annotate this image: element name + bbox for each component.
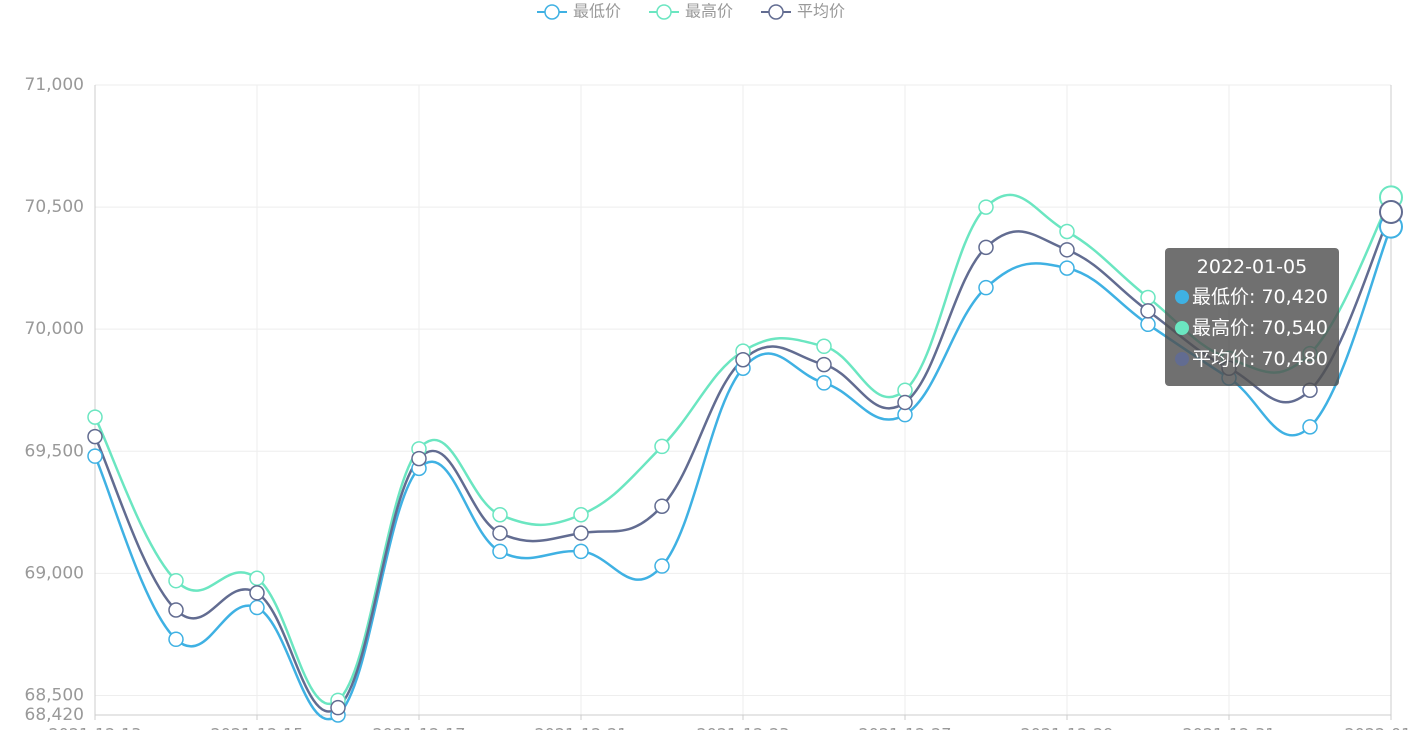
- data-point: [249, 570, 265, 587]
- tooltip-title: 2022-01-05: [1196, 256, 1308, 278]
- data-point: [492, 507, 508, 523]
- legend-marker: [544, 4, 560, 20]
- y-tick-label: 69,500: [25, 441, 84, 461]
- data-point: [654, 438, 670, 455]
- legend-label: 平均价: [797, 2, 845, 21]
- data-point: [735, 351, 751, 368]
- data-point: [168, 631, 184, 648]
- data-point: [87, 428, 103, 445]
- data-point: [87, 448, 103, 464]
- legend-marker: [768, 4, 784, 20]
- data-point: [816, 356, 832, 373]
- data-point: [1140, 289, 1156, 306]
- series-line: [93, 193, 1393, 705]
- y-tick-label: 69,000: [25, 563, 84, 583]
- tooltip-value: 70,480: [1261, 348, 1328, 370]
- tooltip-dot: [1175, 321, 1189, 335]
- y-tick-label: 70,000: [25, 319, 84, 339]
- data-point: [168, 602, 184, 618]
- data-point: [1059, 260, 1075, 276]
- tooltip-row: 平均价: 70,480: [1175, 344, 1339, 375]
- data-point: [897, 394, 913, 411]
- data-point: [492, 525, 508, 541]
- y-tick-label: 70,500: [25, 197, 84, 217]
- data-point: [978, 239, 994, 256]
- data-point: [654, 558, 670, 574]
- y-tick-label: 68,500: [25, 685, 84, 705]
- tooltip-value: 70,420: [1261, 286, 1328, 308]
- legend-marker: [656, 4, 672, 20]
- x-tick-label: 2021-12-31: [1183, 725, 1276, 730]
- data-point: [87, 409, 103, 425]
- data-point: [1302, 419, 1318, 435]
- data-point: [1140, 303, 1156, 319]
- x-tick-label: 2021-12-15: [211, 725, 304, 730]
- data-point: [1379, 199, 1403, 224]
- tooltip-dot: [1175, 290, 1189, 304]
- x-tick-label: 2021-12-27: [859, 725, 952, 730]
- x-tick-label: 2021-12-21: [535, 725, 628, 730]
- tooltip-value: 70,540: [1261, 317, 1328, 339]
- data-point: [816, 338, 832, 355]
- data-point: [573, 507, 589, 523]
- tooltip-series-name: 最高价: [1192, 317, 1250, 339]
- data-point: [1059, 242, 1075, 258]
- data-point: [1140, 316, 1156, 333]
- tooltip-dot: [1175, 352, 1189, 366]
- legend-label: 最高价: [685, 2, 733, 21]
- y-tick-label: 71,000: [25, 75, 84, 95]
- data-point: [249, 599, 265, 616]
- data-point: [816, 375, 832, 391]
- x-tick-label: 2021-12-29: [1021, 725, 1114, 730]
- data-point: [654, 498, 670, 514]
- tooltip-series-name: 最低价: [1192, 286, 1250, 308]
- data-point: [978, 279, 994, 296]
- data-point: [168, 572, 184, 589]
- tooltip: 2022-01-05 最低价: 70,420 最高价: 70,540 平均价: 70…: [1165, 248, 1339, 386]
- data-point: [573, 543, 589, 560]
- x-tick-label: 2021-12-23: [697, 725, 790, 730]
- data-point: [492, 543, 508, 560]
- x-tick-label: 2021-12-17: [373, 725, 466, 730]
- y-tick-label: 68,420: [25, 705, 84, 725]
- data-point: [573, 525, 589, 541]
- tooltip-row: 最低价: 70,420: [1175, 282, 1339, 313]
- data-point: [411, 450, 427, 467]
- data-point: [1059, 223, 1075, 240]
- data-point: [249, 585, 265, 601]
- x-tick-label: 2021-12-13: [49, 725, 142, 730]
- tooltip-row: 最高价: 70,540: [1175, 313, 1339, 344]
- data-point: [330, 699, 346, 716]
- tooltip-series-name: 平均价: [1192, 348, 1250, 370]
- x-tick-label: 2022-01-05: [1345, 725, 1411, 730]
- legend-label: 最低价: [573, 2, 621, 21]
- data-point: [978, 199, 994, 215]
